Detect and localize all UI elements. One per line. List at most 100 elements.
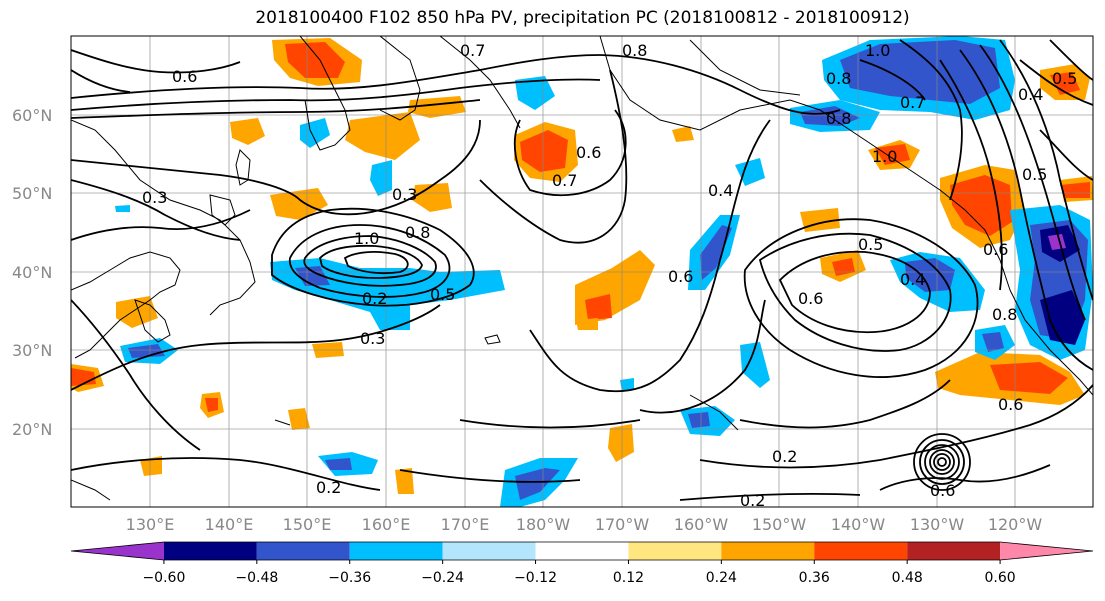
contour-label: 0.6	[172, 67, 197, 86]
contour-label: 0.2	[316, 478, 341, 497]
colorbar-cell	[535, 542, 629, 560]
precip-blob	[1050, 72, 1080, 95]
contour-label: 0.7	[460, 41, 485, 60]
contour-label: 0.2	[362, 289, 387, 308]
contour-label: 0.7	[900, 93, 925, 112]
lat-label: 50°N	[12, 184, 52, 203]
precip-blob	[688, 412, 710, 428]
lat-label: 20°N	[12, 420, 52, 439]
contour-label: 0.2	[772, 447, 797, 466]
colorbar-cell	[814, 542, 908, 560]
precip-blob	[832, 258, 855, 276]
contour-label: 0.3	[360, 329, 385, 348]
lat-label: 60°N	[12, 106, 52, 125]
colorbar-tick-label: 0.48	[892, 570, 923, 586]
precip-blob	[1060, 182, 1090, 198]
contour-label: 0.4	[900, 270, 925, 289]
precip-blob	[325, 458, 352, 470]
lon-label: 160°E	[362, 515, 411, 534]
map-gridlines	[71, 36, 1093, 507]
colorbar-cell	[721, 542, 815, 560]
contour-label: 0.2	[740, 491, 765, 510]
contour-label: 0.5	[430, 285, 455, 304]
precip-blob	[800, 106, 860, 126]
colorbar-cell	[907, 542, 1001, 560]
lat-label: 40°N	[12, 263, 52, 282]
lon-label: 180°W	[516, 515, 571, 534]
precip-blob	[1040, 290, 1085, 345]
precip-blob	[990, 362, 1068, 394]
lon-label: 160°W	[674, 515, 729, 534]
colorbar-tick-label: −0.48	[235, 570, 278, 586]
precip-blob	[140, 456, 162, 476]
precipitation-shading	[71, 36, 1093, 507]
precip-blob	[982, 332, 1004, 352]
precip-blob	[700, 225, 732, 280]
precip-blob	[608, 424, 634, 462]
lon-label: 170°E	[441, 515, 490, 534]
precip-blob	[295, 266, 330, 286]
longitude-labels: 130°E 140°E 150°E 160°E 170°E 180°W 170°…	[126, 515, 1043, 534]
precip-blob	[370, 160, 392, 196]
lon-label: 140°E	[205, 515, 254, 534]
precip-blob	[412, 183, 452, 212]
precip-blob	[230, 118, 265, 145]
colorbar-tick-label: 0.24	[706, 570, 737, 586]
colorbar-tick-label: −0.12	[514, 570, 557, 586]
map-border	[70, 35, 1094, 508]
contour-label: 0.8	[992, 305, 1017, 324]
contour-label: 0.6	[930, 481, 955, 500]
contour-label: 0.5	[858, 235, 883, 254]
contour-label: 0.6	[798, 289, 823, 308]
contour-label: 0.7	[552, 171, 577, 190]
colorbar-cell	[163, 542, 257, 560]
colorbar-cell	[442, 542, 536, 560]
colorbar-tick-label: 0.60	[985, 570, 1016, 586]
lon-label: 150°E	[283, 515, 332, 534]
precip-blob	[585, 294, 612, 320]
contour-labels: 0.7 0.8 0.6 0.6 1.0 0.8 0.3 1.0 0.8 0.7 …	[142, 41, 1077, 510]
coastlines	[71, 36, 1093, 501]
latitude-labels: 60°N 50°N 40°N 30°N 20°N	[12, 106, 52, 439]
contour-label: 0.8	[826, 69, 851, 88]
contour-label: 0.5	[1052, 69, 1077, 88]
precip-blob	[520, 130, 568, 172]
precip-blob	[840, 40, 1000, 104]
contour-label: 0.8	[826, 109, 851, 128]
precip-blob	[515, 76, 555, 110]
precip-blob	[285, 42, 345, 78]
precip-blob	[408, 96, 466, 118]
contour-label: 0.8	[622, 41, 647, 60]
contour-label: 0.6	[668, 267, 693, 286]
colorbar-cell	[1000, 542, 1093, 560]
colorbar-cell	[628, 542, 722, 560]
precip-blob	[905, 258, 955, 292]
contour-label: 0.5	[1022, 165, 1047, 184]
contour-label: 0.6	[576, 143, 601, 162]
lon-label: 170°W	[595, 515, 650, 534]
map-title: 2018100400 F102 850 hPa PV, precipitatio…	[255, 8, 910, 28]
precip-blob	[395, 468, 414, 494]
precip-blob	[620, 378, 634, 392]
contour-label: 0.3	[392, 185, 417, 204]
precip-blob	[345, 112, 420, 160]
precip-blob	[576, 318, 598, 330]
precip-blob	[270, 188, 328, 220]
contour-label: 0.8	[405, 223, 430, 242]
colorbar-cell	[71, 542, 164, 560]
contour-label: 0.3	[142, 188, 167, 207]
precip-blob	[950, 175, 1012, 236]
colorbar-tick-label: 0.12	[613, 570, 644, 586]
lat-label: 30°N	[12, 341, 52, 360]
lon-label: 130°W	[910, 515, 965, 534]
colorbar: −0.60 −0.48 −0.36 −0.24 −0.12 0.12 0.24 0.36 0.4…	[70, 541, 1094, 586]
contour-label: 1.0	[872, 147, 897, 166]
precip-blob	[515, 468, 560, 500]
lon-label: 120°W	[988, 515, 1043, 534]
contour-label: 1.0	[354, 229, 379, 248]
contour-label: 0.4	[1018, 85, 1043, 104]
precip-blob	[300, 118, 330, 148]
precip-blob	[270, 258, 505, 330]
colorbar-tick-label: −0.24	[421, 570, 464, 586]
